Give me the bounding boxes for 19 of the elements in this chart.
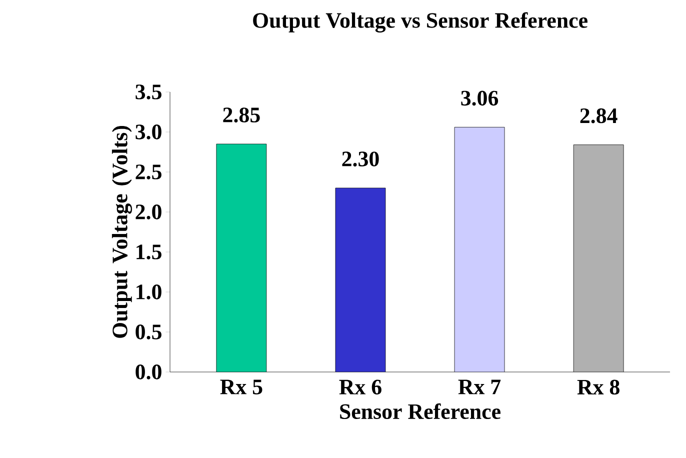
data-label: 2.30 bbox=[342, 152, 379, 166]
x-tick-label: Rx 5 bbox=[220, 380, 262, 394]
y-tick-label: 2.5 bbox=[136, 164, 162, 180]
y-tick-label: 0.5 bbox=[136, 324, 162, 340]
x-tick-label: Rx 8 bbox=[577, 380, 620, 395]
chart-title: Output Voltage vs Sensor Reference bbox=[253, 12, 588, 32]
data-label: 2.84 bbox=[580, 108, 618, 124]
data-label: 3.06 bbox=[461, 90, 498, 106]
y-tick-label: 3.5 bbox=[136, 84, 162, 100]
y-tick-label: 0.0 bbox=[136, 364, 162, 380]
y-tick-label: 1.5 bbox=[136, 244, 162, 260]
y-tick-label: 1.0 bbox=[136, 284, 162, 300]
y-axis-title: Output Voltage (Volts) bbox=[112, 126, 132, 338]
y-tick-label: 3.0 bbox=[136, 124, 162, 140]
y-tick-label: 2.0 bbox=[136, 204, 162, 220]
x-tick-label: Rx 7 bbox=[458, 380, 501, 394]
x-tick-label: Rx 6 bbox=[339, 380, 382, 394]
data-label: 2.85 bbox=[223, 108, 260, 122]
x-axis-title: Sensor Reference bbox=[340, 403, 500, 420]
